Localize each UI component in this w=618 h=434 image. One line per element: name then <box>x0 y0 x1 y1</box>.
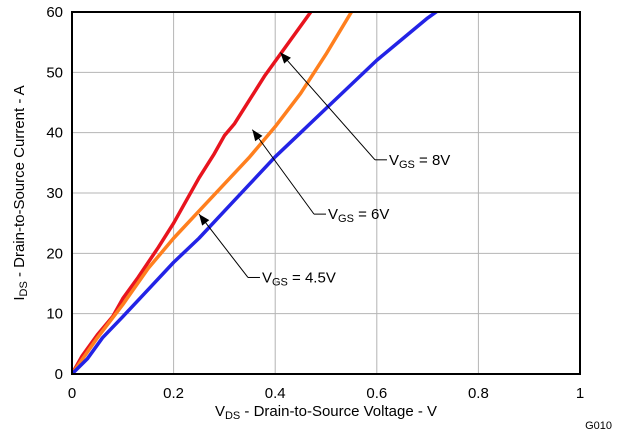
annotation-3: VGS = 4.5V <box>198 213 336 288</box>
y-tick-label: 50 <box>46 64 63 81</box>
x-axis-label: VDS - Drain-to-Source Voltage - V <box>215 403 437 422</box>
arrow-head-icon <box>252 129 263 142</box>
arrow-head-icon <box>199 214 210 226</box>
x-tick-label: 0.6 <box>366 385 387 402</box>
y-tick-label: 10 <box>46 306 63 323</box>
y-tick-label: 60 <box>46 4 63 21</box>
x-tick-label: 0.8 <box>468 385 489 402</box>
series-label-2: VGS = 6V <box>328 206 389 225</box>
annotation-line <box>198 213 249 278</box>
x-tick-label: 0 <box>68 385 76 402</box>
annotation-1: VGS = 8V <box>279 52 450 171</box>
figure-id: G010 <box>585 420 612 432</box>
arrow-head-icon <box>280 52 291 64</box>
annotation-line <box>251 129 315 215</box>
plot-frame <box>71 11 581 375</box>
y-tick-label: 0 <box>55 366 63 383</box>
x-tick-label: 0.2 <box>163 385 184 402</box>
y-tick-label: 30 <box>46 185 63 202</box>
series-line-3 <box>72 12 440 374</box>
series-label-3: VGS = 4.5V <box>262 269 336 288</box>
y-tick-label: 20 <box>46 245 63 262</box>
annotations: VGS = 8V VGS = 6V VGS = 4.5V <box>198 52 450 288</box>
x-tick-label: 1 <box>576 385 584 402</box>
y-axis-label: IDS - Drain-to-Source Current - A <box>11 85 30 300</box>
series-layer <box>72 12 440 374</box>
x-tick-label: 0.4 <box>265 385 286 402</box>
series-line-2 <box>72 12 354 374</box>
series-label-1: VGS = 8V <box>389 152 450 171</box>
y-tick-label: 40 <box>46 125 63 142</box>
annotation-2: VGS = 6V <box>251 129 389 225</box>
grid <box>72 12 580 374</box>
annotation-line <box>279 52 376 161</box>
